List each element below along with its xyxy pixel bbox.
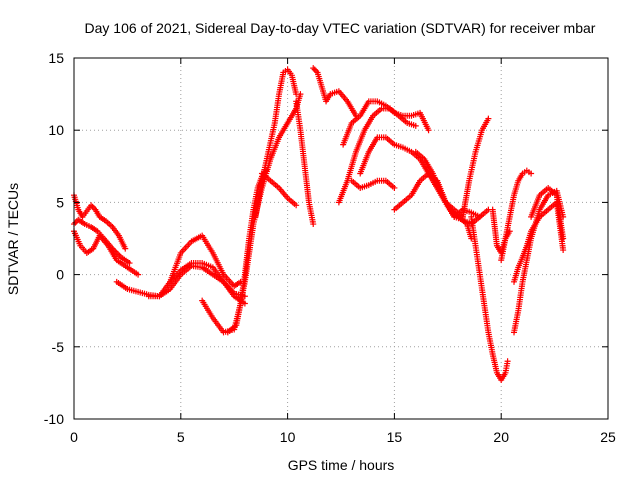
series-arc9 [252, 66, 300, 220]
x-tick-label: 20 [493, 429, 509, 445]
series-arc11 [293, 98, 317, 228]
y-tick-label: 15 [48, 50, 64, 66]
x-tick-label: 0 [70, 429, 78, 445]
series-arc1 [71, 192, 129, 252]
data-point [310, 221, 317, 228]
series-arc21 [468, 213, 511, 384]
series-arc12 [310, 65, 359, 119]
series-arc2 [71, 228, 142, 278]
series-arc16 [357, 134, 466, 220]
data-point [311, 66, 318, 73]
x-tick-label: 15 [387, 429, 403, 445]
x-axis-label: GPS time / hours [288, 457, 395, 473]
data-point [560, 235, 567, 242]
data-point [391, 184, 398, 191]
y-tick-label: -10 [44, 411, 64, 427]
data-point [528, 170, 535, 177]
data-point [425, 127, 432, 134]
data-point [310, 65, 317, 72]
y-tick-label: -5 [52, 339, 65, 355]
series-arc3 [71, 216, 133, 267]
grid [74, 58, 608, 419]
data-point [293, 91, 300, 98]
plot-frame [73, 57, 609, 420]
y-tick-label: 0 [56, 267, 64, 283]
y-tick-label: 5 [56, 194, 64, 210]
y-tick-label: 10 [48, 122, 64, 138]
data-point [412, 122, 419, 129]
series-arc20 [459, 115, 492, 220]
y-axis-label: SDTVAR / TECUs [5, 183, 21, 295]
x-tick-label: 5 [177, 429, 185, 445]
chart-title: Day 106 of 2021, Sidereal Day-to-day VTE… [85, 20, 596, 36]
series-arc26 [528, 184, 567, 242]
series-arc23 [498, 167, 535, 264]
data-points [71, 65, 567, 384]
axis-ticks: 0 5 10 15 20 25 -10 -5 0 5 10 15 [44, 50, 616, 445]
series-arc25 [511, 199, 567, 285]
series-arc6 [167, 260, 248, 307]
data-point [504, 358, 511, 365]
x-tick-label: 25 [600, 429, 616, 445]
x-tick-label: 10 [280, 429, 296, 445]
series-arc10 [258, 170, 300, 209]
data-point [485, 115, 492, 122]
data-point [293, 202, 300, 209]
data-point [126, 260, 133, 267]
data-point [560, 247, 567, 254]
data-point [122, 245, 129, 252]
data-point [135, 271, 142, 278]
series-arc15 [348, 177, 398, 191]
series-arc13 [335, 105, 419, 206]
series-arc14 [340, 98, 432, 148]
